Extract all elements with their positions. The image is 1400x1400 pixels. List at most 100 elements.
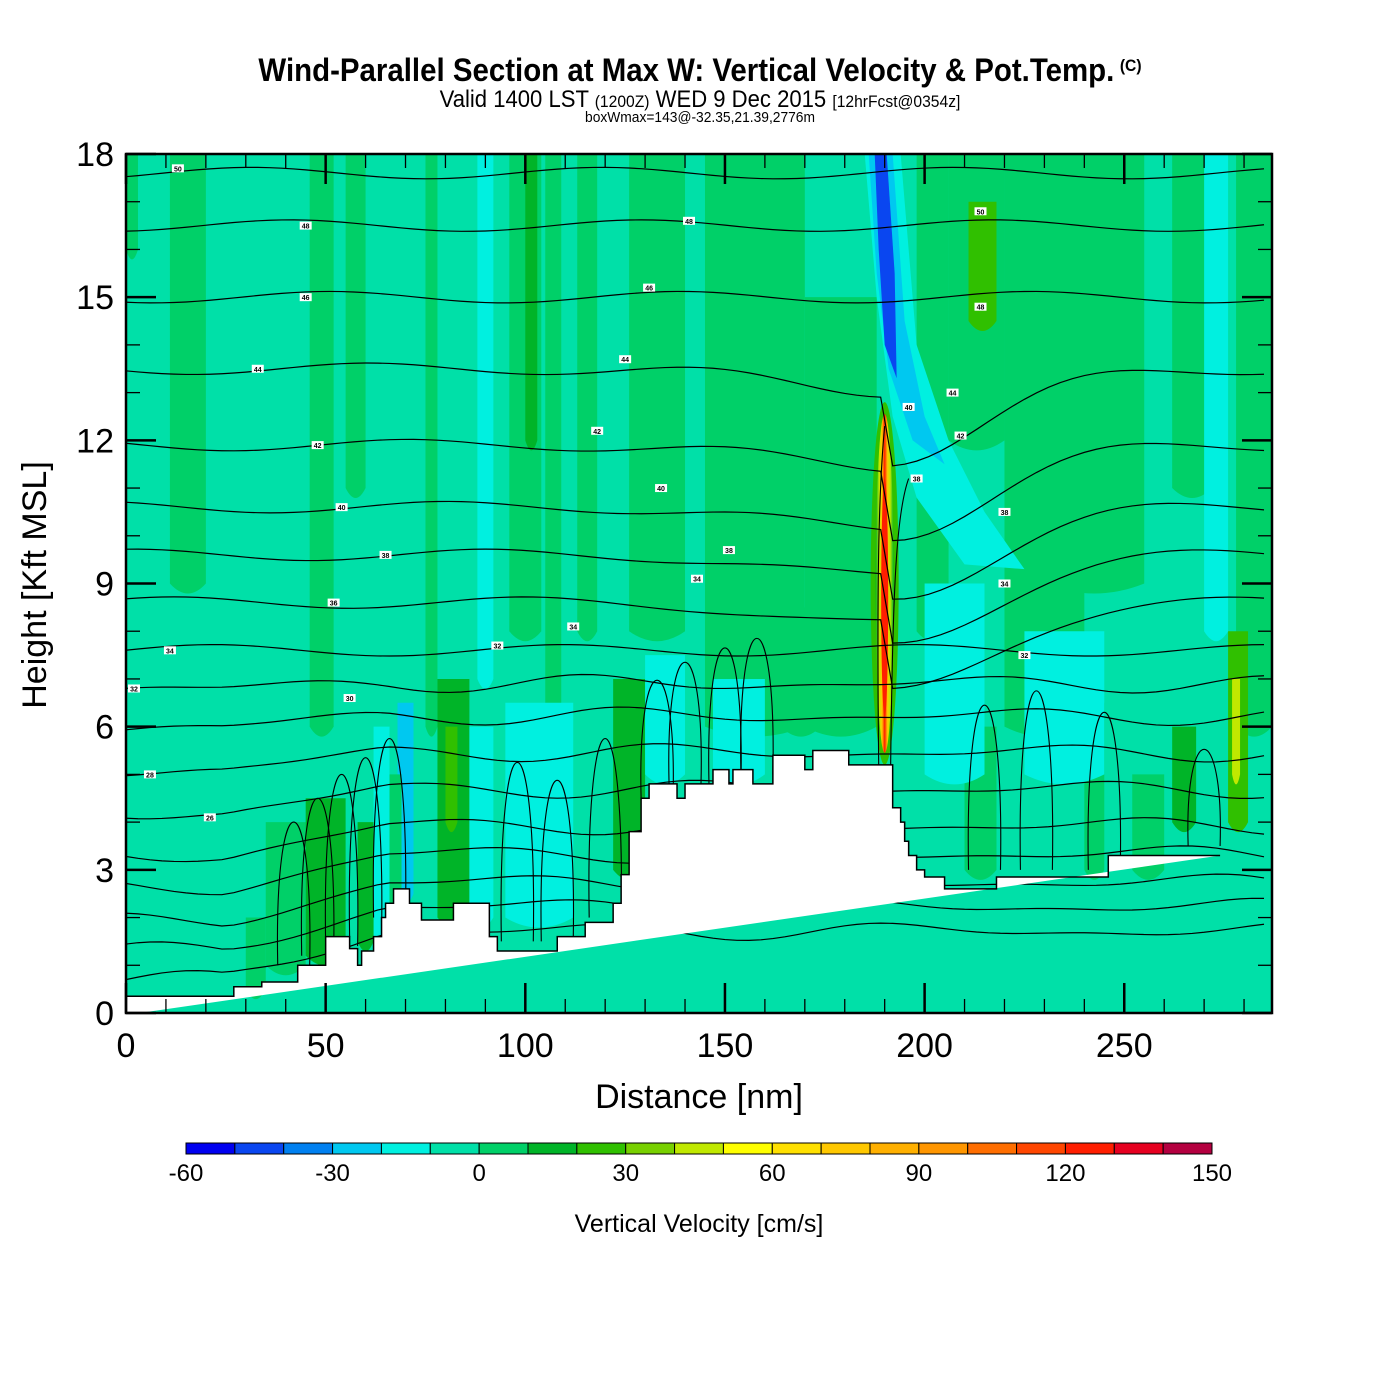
- contour-label-text: 50: [977, 209, 985, 216]
- valid-date: WED 9 Dec 2015: [655, 86, 827, 113]
- contour-label-text: 50: [174, 166, 182, 173]
- downdraft-outer: [864, 154, 1025, 570]
- contour-label-bg: [163, 646, 176, 655]
- contour-label-bg: [1018, 651, 1031, 660]
- field-band: [1204, 154, 1229, 642]
- field-band: [245, 917, 266, 1000]
- field-band: [169, 154, 206, 594]
- field-band: [804, 297, 877, 737]
- field-band: [1172, 154, 1213, 499]
- theta-contour-loop: [1019, 690, 1054, 870]
- contour-label-text: 38: [1001, 510, 1009, 517]
- colorbar-swatch: [820, 1142, 871, 1155]
- field-band: [629, 154, 686, 642]
- contour-label: 44: [619, 355, 632, 364]
- contour-label-bg: [974, 302, 987, 311]
- contour-label-bg: [299, 221, 312, 230]
- contour-label-text: 38: [382, 553, 390, 560]
- contour-label: 32: [491, 641, 504, 651]
- field-band: [968, 201, 997, 332]
- contour-label-bg: [343, 694, 356, 703]
- contour-label: 42: [311, 441, 324, 450]
- contour-label-text: 40: [338, 505, 346, 512]
- field-band: [724, 249, 785, 546]
- contour-label: 46: [643, 283, 656, 293]
- colorbar-swatch: [234, 1142, 285, 1155]
- colorbar-swatch: [1113, 1142, 1164, 1155]
- forecast-info: [12hrFcst@0354z]: [832, 92, 961, 111]
- contour-label: 30: [343, 694, 356, 703]
- colorbar-swatch: [918, 1142, 969, 1155]
- field-band: [126, 154, 138, 260]
- contour-label: 34: [998, 579, 1011, 589]
- contour-label: 34: [163, 646, 176, 655]
- colorbar-tick-label: -60: [169, 1160, 204, 1187]
- theta-contour: [126, 548, 1265, 644]
- theta-contour: [126, 362, 1265, 467]
- colorbar-tick-label: -30: [315, 1160, 350, 1187]
- contour-label-text: 34: [166, 648, 174, 655]
- colorbar-swatch: [1064, 1142, 1115, 1155]
- valid-utc: (1200Z): [594, 92, 650, 111]
- contour-label-bg: [902, 402, 915, 411]
- contour-label-text: 36: [330, 601, 338, 608]
- contour-label-text: 40: [905, 405, 913, 412]
- contour-label-text: 46: [302, 295, 310, 302]
- contour-label-text: 44: [949, 391, 957, 398]
- field-band: [924, 583, 985, 785]
- theta-contour: [877, 425, 886, 765]
- contour-label-text: 40: [657, 486, 665, 493]
- contour-label-text: 28: [146, 772, 154, 779]
- theta-contour-loop: [740, 638, 774, 775]
- contour-label-text: 32: [130, 686, 138, 693]
- colorbar-swatch: [185, 1142, 236, 1155]
- contour-label-bg: [974, 207, 987, 216]
- field-band: [1232, 678, 1241, 785]
- contour-label-text: 42: [957, 434, 965, 441]
- chart-title-text: Wind-Parallel Section at Max W: Vertical…: [258, 52, 1115, 88]
- contour-label-bg: [251, 364, 264, 373]
- theta-contour-loop: [640, 679, 674, 799]
- contour-label-bg: [203, 813, 216, 822]
- colorbar-swatch: [869, 1142, 920, 1155]
- field-band: [505, 702, 574, 928]
- colorbar-tick-label: 150: [1192, 1160, 1232, 1187]
- theta-contour-loop: [324, 774, 359, 947]
- field-band: [545, 154, 562, 785]
- colorbar-swatch: [283, 1142, 334, 1155]
- contour-label-bg: [691, 574, 704, 583]
- contour-label-text: 38: [913, 477, 921, 484]
- contour-label-text: 34: [1001, 582, 1009, 589]
- contour-label-text: 30: [346, 696, 354, 703]
- contour-label-text: 42: [314, 443, 322, 450]
- contour-label-text: 38: [725, 548, 733, 555]
- contour-label-bg: [143, 770, 156, 779]
- contour-label-bg: [655, 484, 668, 493]
- contour-label: 38: [722, 546, 735, 555]
- contour-label-bg: [998, 579, 1011, 588]
- x-tick-label: 250: [1096, 1027, 1153, 1065]
- y-tick-label: 0: [95, 995, 114, 1033]
- theta-contour-loop: [967, 704, 1002, 870]
- colorbar-swatch: [576, 1142, 627, 1155]
- colorbar-tick-label: 90: [906, 1160, 933, 1187]
- theta-contour-loop: [1187, 748, 1221, 846]
- colorbar-tick-label: 120: [1045, 1160, 1085, 1187]
- colorbar-swatch: [527, 1142, 578, 1155]
- theta-contour: [126, 166, 1265, 180]
- field-band: [357, 822, 374, 952]
- contour-label-bg: [591, 426, 604, 435]
- contour-label: 48: [974, 302, 987, 312]
- contour-label: 42: [591, 426, 604, 436]
- contour-labels: 50 48 46 44 42 40 38 36 34 32 30 28 26 48 46 44 42 40 38 34…: [127, 164, 1031, 822]
- contour-label-bg: [683, 216, 696, 225]
- contour-label: 36: [327, 598, 340, 608]
- contour-label-bg: [954, 431, 967, 440]
- contour-label: 26: [203, 813, 216, 822]
- contour-label-text: 32: [1021, 653, 1029, 660]
- contour-label-text: 34: [693, 577, 701, 584]
- field-band: [1236, 154, 1272, 737]
- contour-label: 40: [655, 484, 668, 493]
- contour-label: 44: [946, 388, 959, 398]
